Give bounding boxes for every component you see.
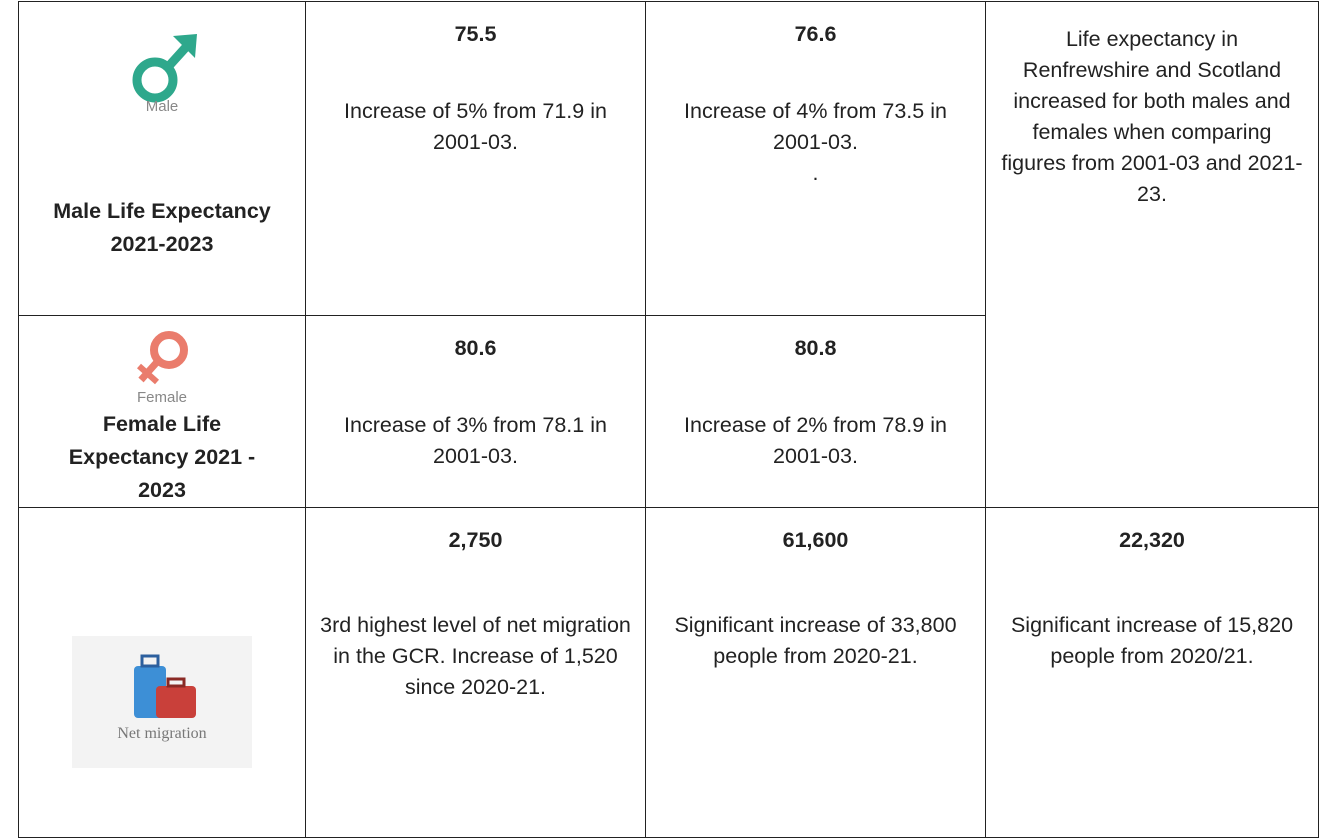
value: 75.5 (454, 22, 497, 46)
female-label: Female Life Expectancy 2021 - 2023 (68, 412, 256, 502)
description: 3rd highest level of net migration in th… (320, 613, 631, 699)
value: 61,600 (782, 528, 849, 552)
value: 76.6 (794, 22, 837, 46)
migration-icon-label: Net migration (117, 725, 206, 742)
value: 2,750 (448, 528, 503, 552)
life-expectancy-table: Male Male Life Expectancy 2021-2023 75.5… (18, 1, 1319, 838)
description: Increase of 3% from 78.1 in 2001-03. (344, 413, 607, 468)
female-icon: Female (137, 331, 188, 406)
row-female: Female Female Life Expectancy 2021 - 202… (18, 315, 1319, 508)
value: 22,320 (1119, 528, 1185, 552)
description: Significant increase of 15,820 people fr… (1010, 613, 1294, 668)
value: 80.8 (794, 336, 837, 360)
female-icon-label: Female (137, 389, 187, 406)
cell: 2,750 3rd highest level of net migration… (305, 507, 646, 838)
male-icon: Male (132, 34, 197, 114)
summary: Life expectancy in Renfrewshire and Scot… (1001, 27, 1303, 206)
value: 80.6 (454, 336, 497, 360)
cell: 76.6 Increase of 4% from 73.5 in 2001-03… (645, 1, 986, 316)
row-male: Male Male Life Expectancy 2021-2023 75.5… (18, 1, 1319, 508)
migration-icon: Net migration (72, 636, 252, 768)
description: Significant increase of 33,800 people fr… (674, 613, 957, 668)
female-label-cell: Female Female Life Expectancy 2021 - 202… (18, 315, 306, 508)
row-migration: Net migration 2,750 3rd highest level of… (18, 507, 1319, 838)
male-icon-label: Male (146, 98, 179, 114)
description: Increase of 2% from 78.9 in 2001-03. (684, 413, 947, 468)
migration-label-cell: Net migration (18, 507, 306, 838)
male-label-cell: Male Male Life Expectancy 2021-2023 (18, 1, 306, 316)
summary-cell: Life expectancy in Renfrewshire and Scot… (985, 1, 1319, 508)
cell: 22,320 Significant increase of 15,820 pe… (985, 507, 1319, 838)
male-label: Male Life Expectancy 2021-2023 (53, 199, 271, 256)
cell: 80.8 Increase of 2% from 78.9 in 2001-03… (645, 315, 986, 508)
page: {"table": {"rows": [ {"icon_label": "Mal… (18, 1, 1319, 838)
note: . (812, 161, 819, 185)
cell: 80.6 Increase of 3% from 78.1 in 2001-03… (305, 315, 646, 508)
cell: 75.5 Increase of 5% from 71.9 in 2001-03… (305, 1, 646, 316)
description: Increase of 5% from 71.9 in 2001-03. (344, 99, 607, 154)
description: Increase of 4% from 73.5 in 2001-03. (684, 99, 947, 154)
cell: 61,600 Significant increase of 33,800 pe… (645, 507, 986, 838)
